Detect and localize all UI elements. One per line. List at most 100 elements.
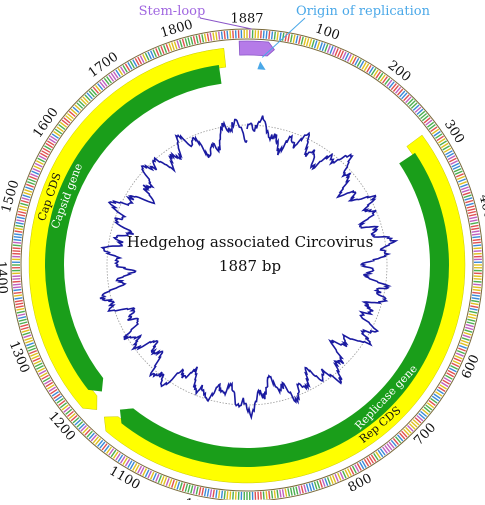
sequence-stripe [210,489,211,497]
sequence-stripe [27,346,35,349]
sequence-stripe [26,184,34,187]
sequence-stripe [202,488,204,496]
sequence-stripe [470,309,478,311]
sequence-stripe [468,212,476,214]
position-tick-label: 100 [313,21,341,43]
sequence-stripe [471,225,479,226]
sequence-stripe [13,240,21,241]
sequence-stripe [183,39,185,47]
sequence-stripe [15,298,23,299]
sequence-stripe [21,327,29,329]
sequence-stripe [196,36,198,44]
sequence-stripe [164,477,167,485]
sequence-stripe [320,480,323,488]
sequence-stripe [13,284,21,285]
sequence-stripe [283,33,284,41]
sequence-stripe [199,487,201,495]
sequence-stripe [296,36,298,44]
origin-of-replication-label: Origin of replication [296,4,431,19]
sequence-stripe [261,492,262,500]
sequence-stripe [23,195,31,197]
sequence-stripe [26,343,34,346]
sequence-stripe [272,491,273,499]
sequence-stripe [19,319,27,321]
sequence-stripe [296,487,298,495]
sequence-stripe [459,346,467,349]
sequence-stripe [461,187,469,190]
sequence-stripe [24,338,32,341]
sequence-stripe [174,481,177,489]
sequence-stripe [328,45,331,53]
sequence-stripe [312,40,314,48]
sequence-stripe [188,485,190,493]
sequence-stripe [188,38,190,46]
sequence-stripe [325,478,328,486]
sequence-stripe [335,474,338,481]
sequence-stripe [191,37,193,45]
sequence-stripe [180,483,182,491]
genome-length: 1887 bp [219,257,281,275]
sequence-stripe [467,209,475,211]
sequence-stripe [185,38,187,46]
sequence-stripe [20,203,28,205]
sequence-stripe [469,311,477,313]
sequence-stripe [20,206,28,208]
sequence-stripe [12,251,20,252]
sequence-stripe [156,474,159,481]
sequence-stripe [472,234,480,235]
sequence-stripe [158,47,161,55]
genome-title: Hedgehog associated Circovirus [127,233,374,251]
sequence-stripe [180,40,182,48]
sequence-stripe [172,42,175,50]
sequence-stripe [458,348,465,351]
sequence-stripe [462,190,470,193]
sequence-stripe [30,174,37,177]
sequence-stripe [291,34,293,42]
sequence-stripe [28,179,35,182]
sequence-stripe [472,237,480,238]
sequence-stripe [277,32,278,40]
sequence-stripe [473,281,481,282]
sequence-stripe [330,46,333,53]
sequence-stripe [471,303,479,304]
sequence-stripe [293,487,295,495]
sequence-stripe [457,351,465,354]
sequence-stripe [25,340,33,343]
sequence-stripe [470,223,478,225]
sequence-stripe [263,491,264,499]
sequence-stripe [304,38,306,46]
sequence-stripe [333,475,336,483]
sequence-stripe [333,47,336,55]
sequence-stripe [322,479,325,487]
sequence-stripe [467,206,475,208]
sequence-stripe [335,48,338,55]
sequence-stripe [172,480,175,488]
sequence-stripe [30,353,37,356]
sequence-stripe [266,491,267,499]
sequence-stripe [307,38,309,46]
sequence-stripe [288,488,290,496]
sequence-stripe [13,248,21,249]
position-tick-label: 200 [385,58,414,85]
sequence-stripe [166,478,169,486]
sequence-stripe [16,220,24,222]
position-tick-label: 1600 [30,105,61,141]
sequence-stripe [222,31,223,39]
sequence-stripe [205,34,207,42]
sequence-stripe [261,30,262,38]
sequence-stripe [285,489,286,497]
sequence-stripe [315,482,317,490]
sequence-stripe [304,485,306,493]
sequence-stripe [24,335,32,338]
sequence-stripe [469,314,477,316]
sequence-stripe [293,35,295,43]
sequence-stripe [196,487,198,495]
sequence-stripe [288,34,290,42]
sequence-stripe [23,333,31,335]
sequence-stripe [185,484,187,492]
sequence-stripe [320,42,323,50]
sequence-stripe [322,43,325,51]
sequence-stripe [468,317,476,319]
sequence-stripe [18,317,26,319]
sequence-stripe [458,179,465,182]
